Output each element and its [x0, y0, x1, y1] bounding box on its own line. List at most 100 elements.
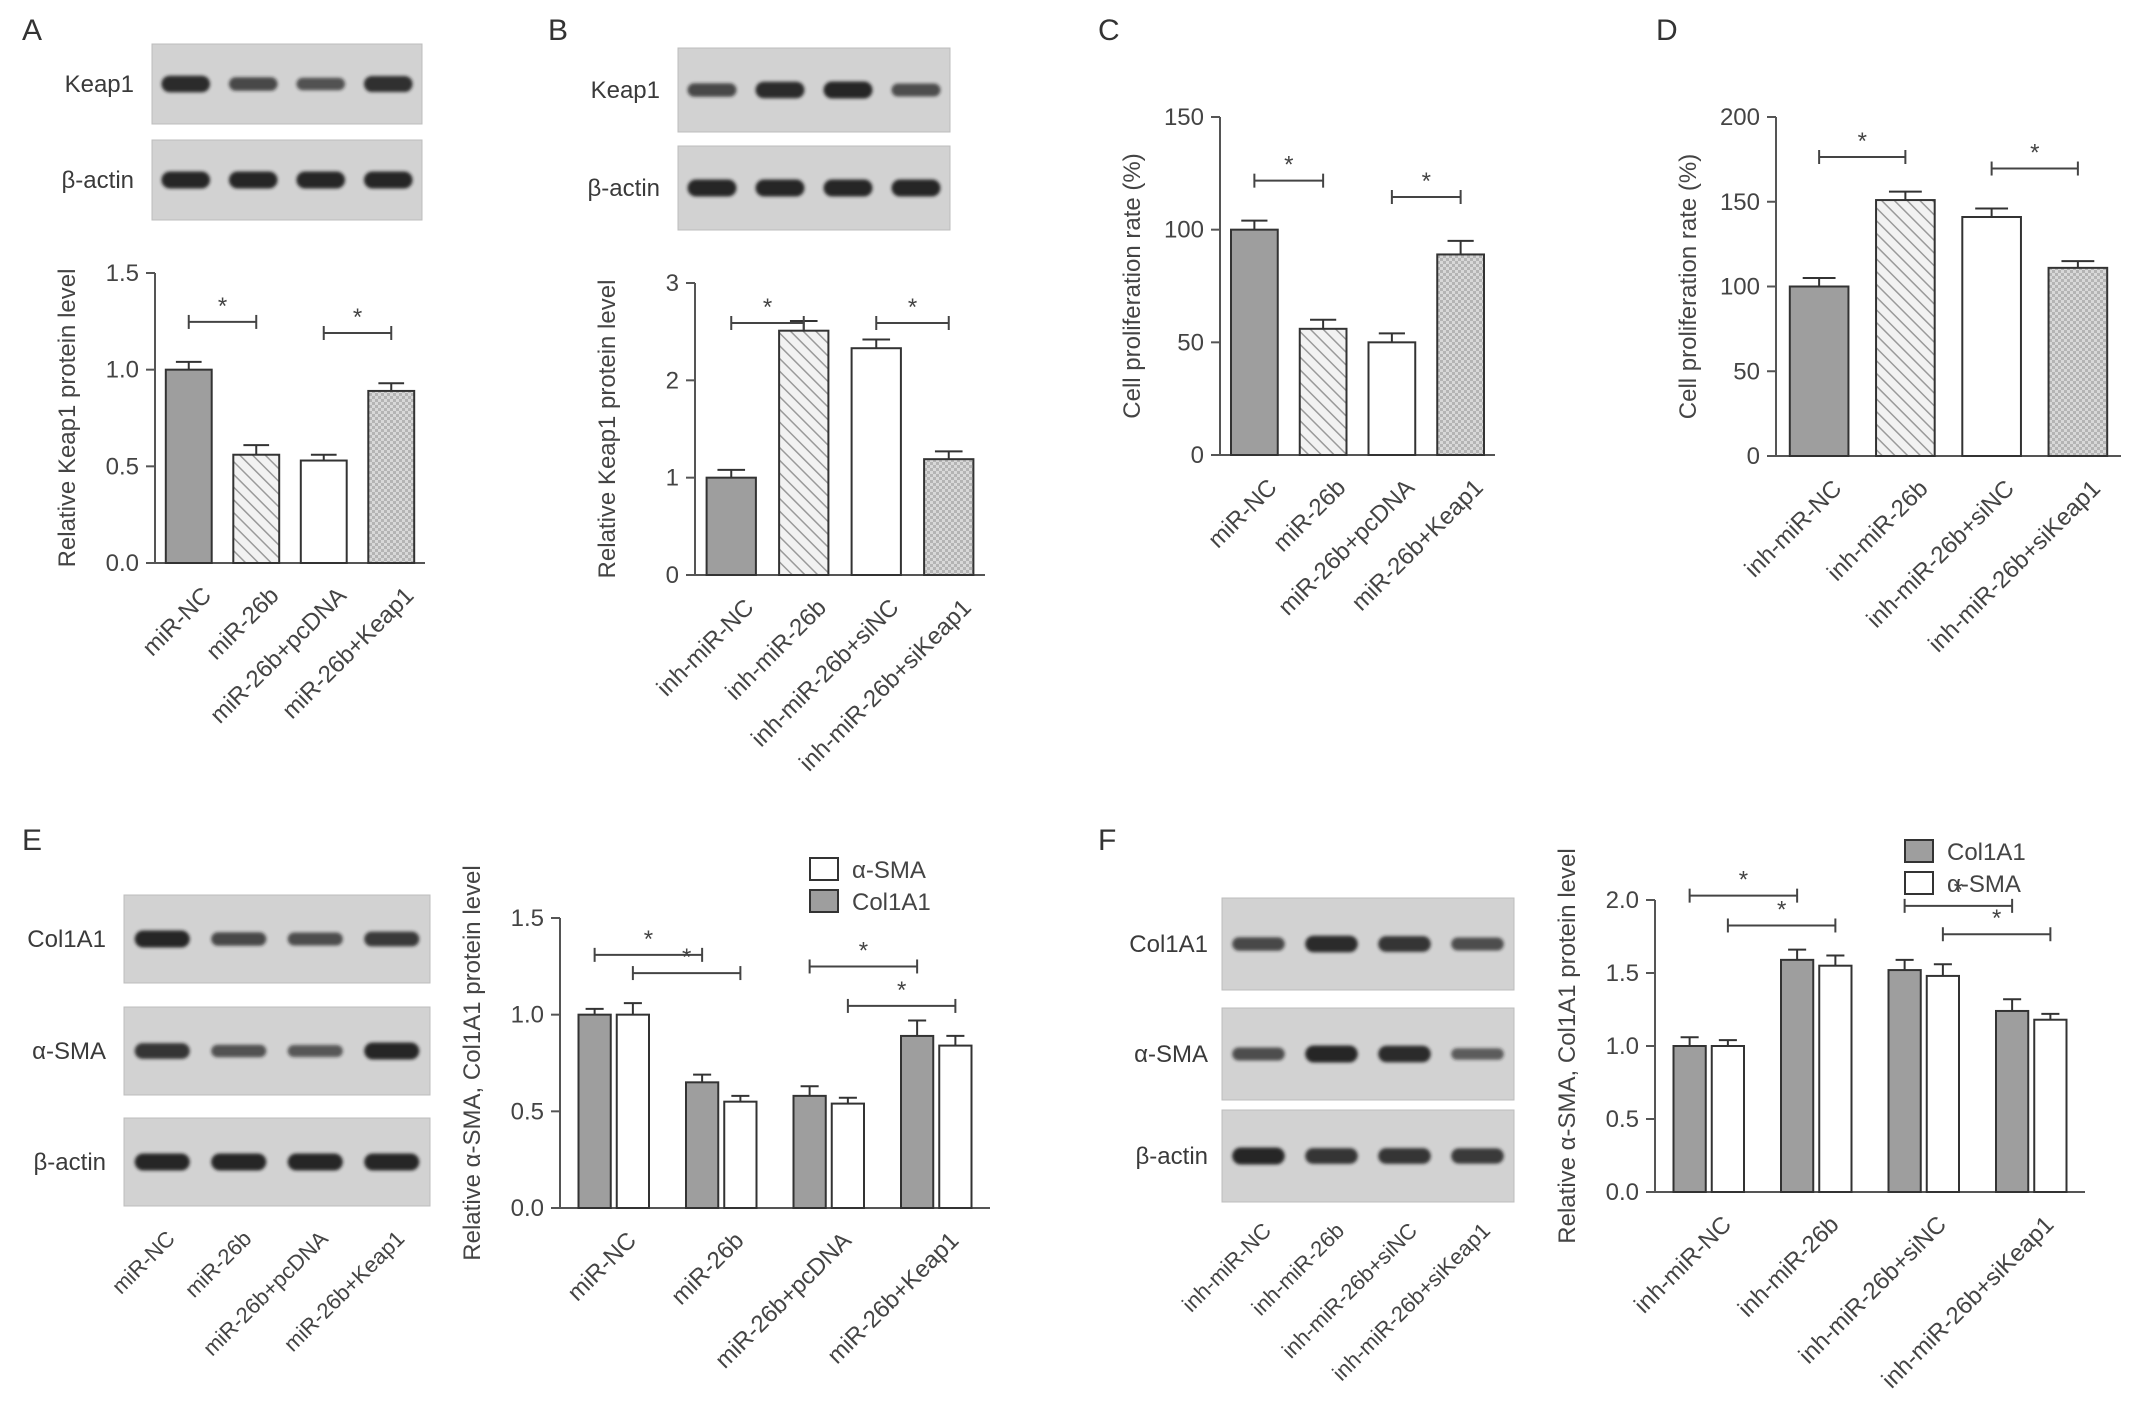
blot-band	[755, 81, 805, 99]
blot-row-label: β-actin	[34, 1149, 107, 1176]
bar	[2047, 266, 2109, 458]
bar	[2033, 1018, 2068, 1193]
chart-D: 0 50 100 150 200 Cell proliferation rate (%) i…	[1675, 104, 2121, 658]
blot-band	[1451, 1048, 1504, 1060]
blot-lane-label: inh-miR-26b+siNC	[1277, 1218, 1422, 1363]
blot-band	[1305, 1148, 1358, 1164]
blot-band	[363, 171, 413, 189]
significance-star: *	[1739, 867, 1748, 894]
y-tick-label: 1.5	[1606, 960, 1639, 987]
bar	[1672, 1045, 1707, 1193]
y-tick-label: 50	[1177, 329, 1204, 356]
y-axis-label: Relative Keap1 protein level	[594, 280, 621, 579]
y-tick-label: 0.0	[511, 1195, 544, 1222]
blot-band	[134, 1043, 190, 1059]
chart-F: 0.0 0.5 1.0 1.5 2.0 Relative α-SMA, Col1A1 pr…	[1554, 839, 2085, 1394]
blot-row: Keap1	[65, 43, 423, 125]
y-tick-label: 1	[666, 465, 679, 492]
bar	[299, 459, 348, 564]
significance-star: *	[859, 937, 868, 964]
bar	[1875, 199, 1936, 457]
y-tick-label: 150	[1720, 189, 1760, 216]
blot-row-label: Keap1	[591, 77, 660, 104]
blot-lane-label: miR-26b	[180, 1226, 256, 1302]
blot-band	[287, 1153, 343, 1171]
x-tick-label: inh-miR-26b+siKeap1	[1923, 475, 2106, 658]
bar	[164, 368, 213, 564]
bar	[685, 1081, 720, 1210]
bar	[792, 1094, 827, 1210]
blot-band	[228, 77, 278, 91]
blot-band	[296, 77, 346, 91]
bar	[1230, 228, 1279, 456]
y-tick-label: 0.5	[1606, 1106, 1639, 1133]
blot-row: Col1A1	[27, 894, 431, 984]
y-tick-label: 100	[1164, 217, 1204, 244]
chart-A: 0.0 0.5 1.0 1.5 Relative Keap1 protein level…	[54, 260, 425, 729]
blot-band	[287, 932, 343, 946]
panel-letter: E	[22, 824, 42, 857]
legend-swatch	[809, 889, 839, 913]
blot-row-label: Keap1	[65, 71, 134, 98]
bar	[1436, 253, 1485, 456]
legend-label: α-SMA	[1947, 871, 2021, 898]
y-axis-label: Relative Keap1 protein level	[54, 269, 81, 568]
blot-band	[287, 1044, 343, 1058]
legend-swatch	[1904, 871, 1934, 895]
y-tick-label: 150	[1164, 104, 1204, 131]
significance-star: *	[353, 304, 362, 331]
blot-row-label: Col1A1	[27, 926, 106, 953]
blot-band	[1232, 1047, 1285, 1061]
legend-swatch	[1904, 839, 1934, 863]
y-tick-label: 2	[666, 367, 679, 394]
y-tick-label: 0	[1747, 443, 1760, 470]
bar	[850, 347, 902, 577]
y-tick-label: 0.5	[106, 453, 139, 480]
x-tick-label: inh-miR-26b	[1733, 1211, 1845, 1323]
blot-band	[687, 83, 737, 97]
bar	[900, 1034, 935, 1210]
bar	[1298, 327, 1348, 456]
significance-star: *	[1422, 168, 1431, 195]
panel-letter: F	[1098, 824, 1116, 857]
bar	[1788, 285, 1850, 457]
significance-star: *	[897, 977, 906, 1004]
blot-band	[296, 171, 346, 189]
blot-band	[211, 1153, 267, 1171]
blot-row-label: β-actin	[62, 167, 135, 194]
blot-band	[211, 932, 267, 946]
y-tick-label: 3	[666, 270, 679, 297]
y-tick-label: 0.5	[511, 1098, 544, 1125]
blot-row-label: β-actin	[1136, 1143, 1209, 1170]
blot-row-label: α-SMA	[32, 1038, 106, 1065]
blot-band	[211, 1044, 267, 1058]
x-tick-label: inh-miR-NC	[1629, 1211, 1737, 1319]
bar	[778, 329, 830, 576]
bar	[1887, 969, 1922, 1194]
y-axis-label: Cell proliferation rate (%)	[1119, 153, 1146, 418]
bar	[367, 389, 416, 564]
y-tick-label: 0.0	[106, 550, 139, 577]
significance-star: *	[1284, 152, 1293, 179]
blot-band	[134, 1153, 190, 1171]
blot-band	[364, 1042, 420, 1060]
blot-row-label: α-SMA	[1134, 1041, 1208, 1068]
panel-letter: A	[22, 14, 42, 47]
y-axis-label: Relative α-SMA, Col1A1 protein level	[1554, 848, 1581, 1243]
x-tick-label: miR-26b	[666, 1227, 749, 1310]
blot-lane-label: miR-NC	[107, 1226, 180, 1299]
blot-band	[228, 171, 278, 189]
blot-row: α-SMA	[32, 1006, 431, 1096]
bar	[938, 1044, 973, 1209]
blot-band	[1232, 937, 1285, 951]
bar	[615, 1013, 650, 1210]
blot-band	[364, 931, 420, 947]
bar	[1925, 974, 1960, 1193]
y-tick-label: 1.5	[511, 905, 544, 932]
bar	[723, 1100, 758, 1209]
y-tick-label: 0	[666, 562, 679, 589]
blot-band	[891, 83, 941, 97]
panel-letter: B	[548, 14, 568, 47]
